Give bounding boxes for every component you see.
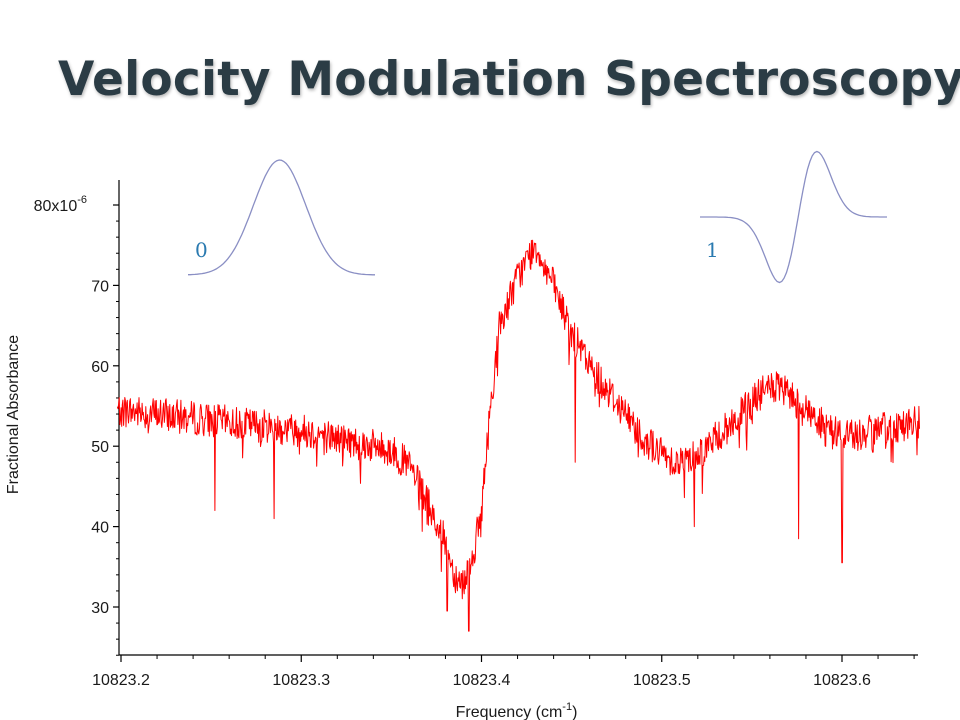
x-tick-label: 10823.5 xyxy=(633,672,691,689)
y-ticks: 30 40 50 60 70 xyxy=(91,204,119,656)
x-tick-label: 10823.4 xyxy=(453,672,511,689)
y-tick-label: 60 xyxy=(91,359,109,376)
inset-derivative-label: 1 xyxy=(706,238,719,262)
y-axis-title: Fractional Absorbance xyxy=(5,335,22,494)
x-ticks: 10823.2 10823.3 10823.4 10823.5 10823.6 xyxy=(92,655,915,689)
y-tick-label: 40 xyxy=(91,520,109,537)
inset-gaussian: 0 xyxy=(188,159,375,276)
inset-gaussian-curve xyxy=(188,159,375,276)
series-line-absorbance xyxy=(116,239,920,632)
x-tick-label: 10823.3 xyxy=(272,672,330,689)
inset-derivative: 1 xyxy=(700,150,887,284)
y-tick-label: 70 xyxy=(91,278,109,295)
x-axis-title-close: ) xyxy=(572,704,577,720)
y-multiplier-label: 80x10-6 xyxy=(34,194,87,215)
inset-derivative-curve xyxy=(700,150,887,284)
x-axis-title-sup: -1 xyxy=(562,701,572,713)
x-tick-label: 10823.6 xyxy=(813,672,871,689)
x-axis-title: Frequency (cm-1) xyxy=(456,701,578,720)
y-multiplier-base: 80x10 xyxy=(34,198,78,215)
slide-title: Velocity Modulation Spectroscopy xyxy=(58,52,960,107)
x-tick-label: 10823.2 xyxy=(92,672,150,689)
inset-gaussian-label: 0 xyxy=(195,238,208,262)
y-tick-label: 30 xyxy=(91,600,109,617)
y-multiplier-exponent: -6 xyxy=(77,194,87,206)
y-tick-label: 50 xyxy=(91,439,109,456)
x-axis-title-text: Frequency (cm xyxy=(456,704,563,720)
